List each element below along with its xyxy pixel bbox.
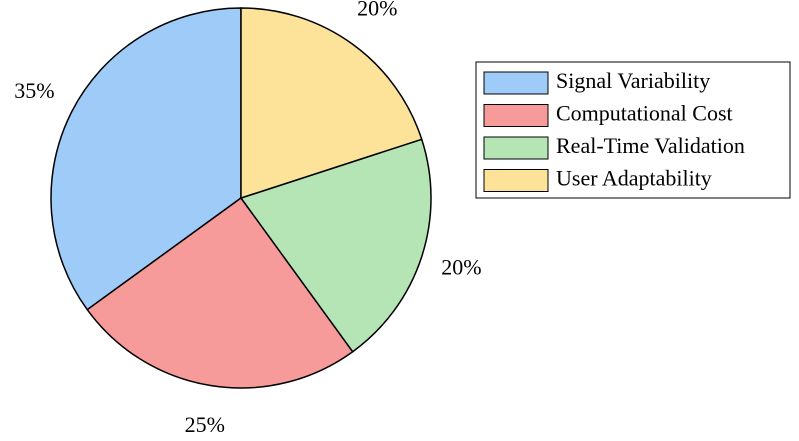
data-label: 20% bbox=[357, 0, 397, 21]
legend-label: User Adaptability bbox=[556, 166, 712, 191]
legend-swatch bbox=[483, 71, 549, 95]
legend-label: Real-Time Validation bbox=[556, 133, 745, 158]
data-label: 20% bbox=[441, 255, 481, 280]
pie-slice bbox=[240, 7, 423, 200]
pie-slice bbox=[50, 7, 242, 311]
legend-label: Signal Variability bbox=[556, 68, 710, 93]
legend-swatch bbox=[483, 104, 549, 127]
data-label: 35% bbox=[14, 78, 54, 103]
pie-slice bbox=[86, 196, 354, 389]
pie-slice bbox=[239, 138, 432, 353]
legend-label: Computational Cost bbox=[556, 101, 733, 126]
data-label: 25% bbox=[185, 412, 225, 436]
legend-swatch bbox=[483, 136, 549, 160]
legend-swatch bbox=[483, 169, 549, 192]
